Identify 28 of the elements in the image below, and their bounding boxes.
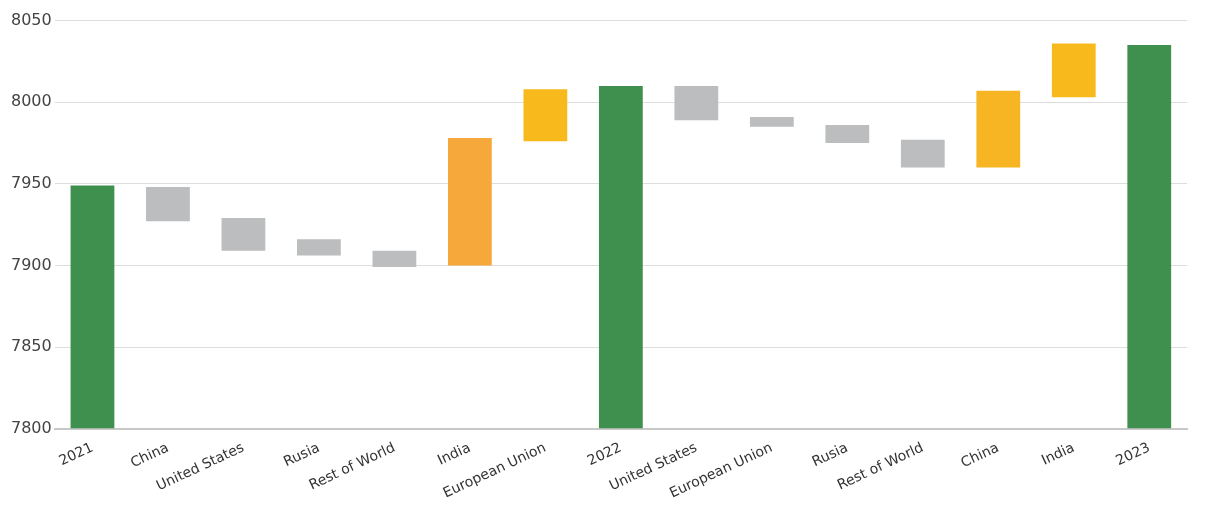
bar [1051,43,1096,98]
x-tick-label: China [958,438,1002,471]
x-tick-label: India [434,438,473,468]
bar [146,187,190,222]
x-tick-label: Rusia [809,438,851,470]
bar [523,89,568,142]
y-tick-label: 8050 [11,9,52,29]
x-tick-label: 2021 [56,438,96,469]
bar [674,85,719,121]
bar [825,125,870,144]
y-tick-label: 7800 [11,417,52,437]
bar [598,85,643,429]
bar [448,138,492,266]
y-tick-label: 8000 [11,91,52,111]
bar [976,90,1021,168]
x-tick-label: Rusia [280,438,322,470]
y-tick-label: 7950 [11,172,52,192]
y-tick-label: 7900 [11,254,52,274]
bar [221,218,266,251]
x-tick-label: India [1038,438,1077,468]
x-tick-label: 2023 [1113,438,1153,469]
bar [70,185,115,429]
bar [900,139,945,168]
bar [749,116,794,127]
bar [297,239,341,256]
bar [372,250,417,268]
y-tick-label: 7850 [11,336,52,356]
bar [1127,45,1172,429]
